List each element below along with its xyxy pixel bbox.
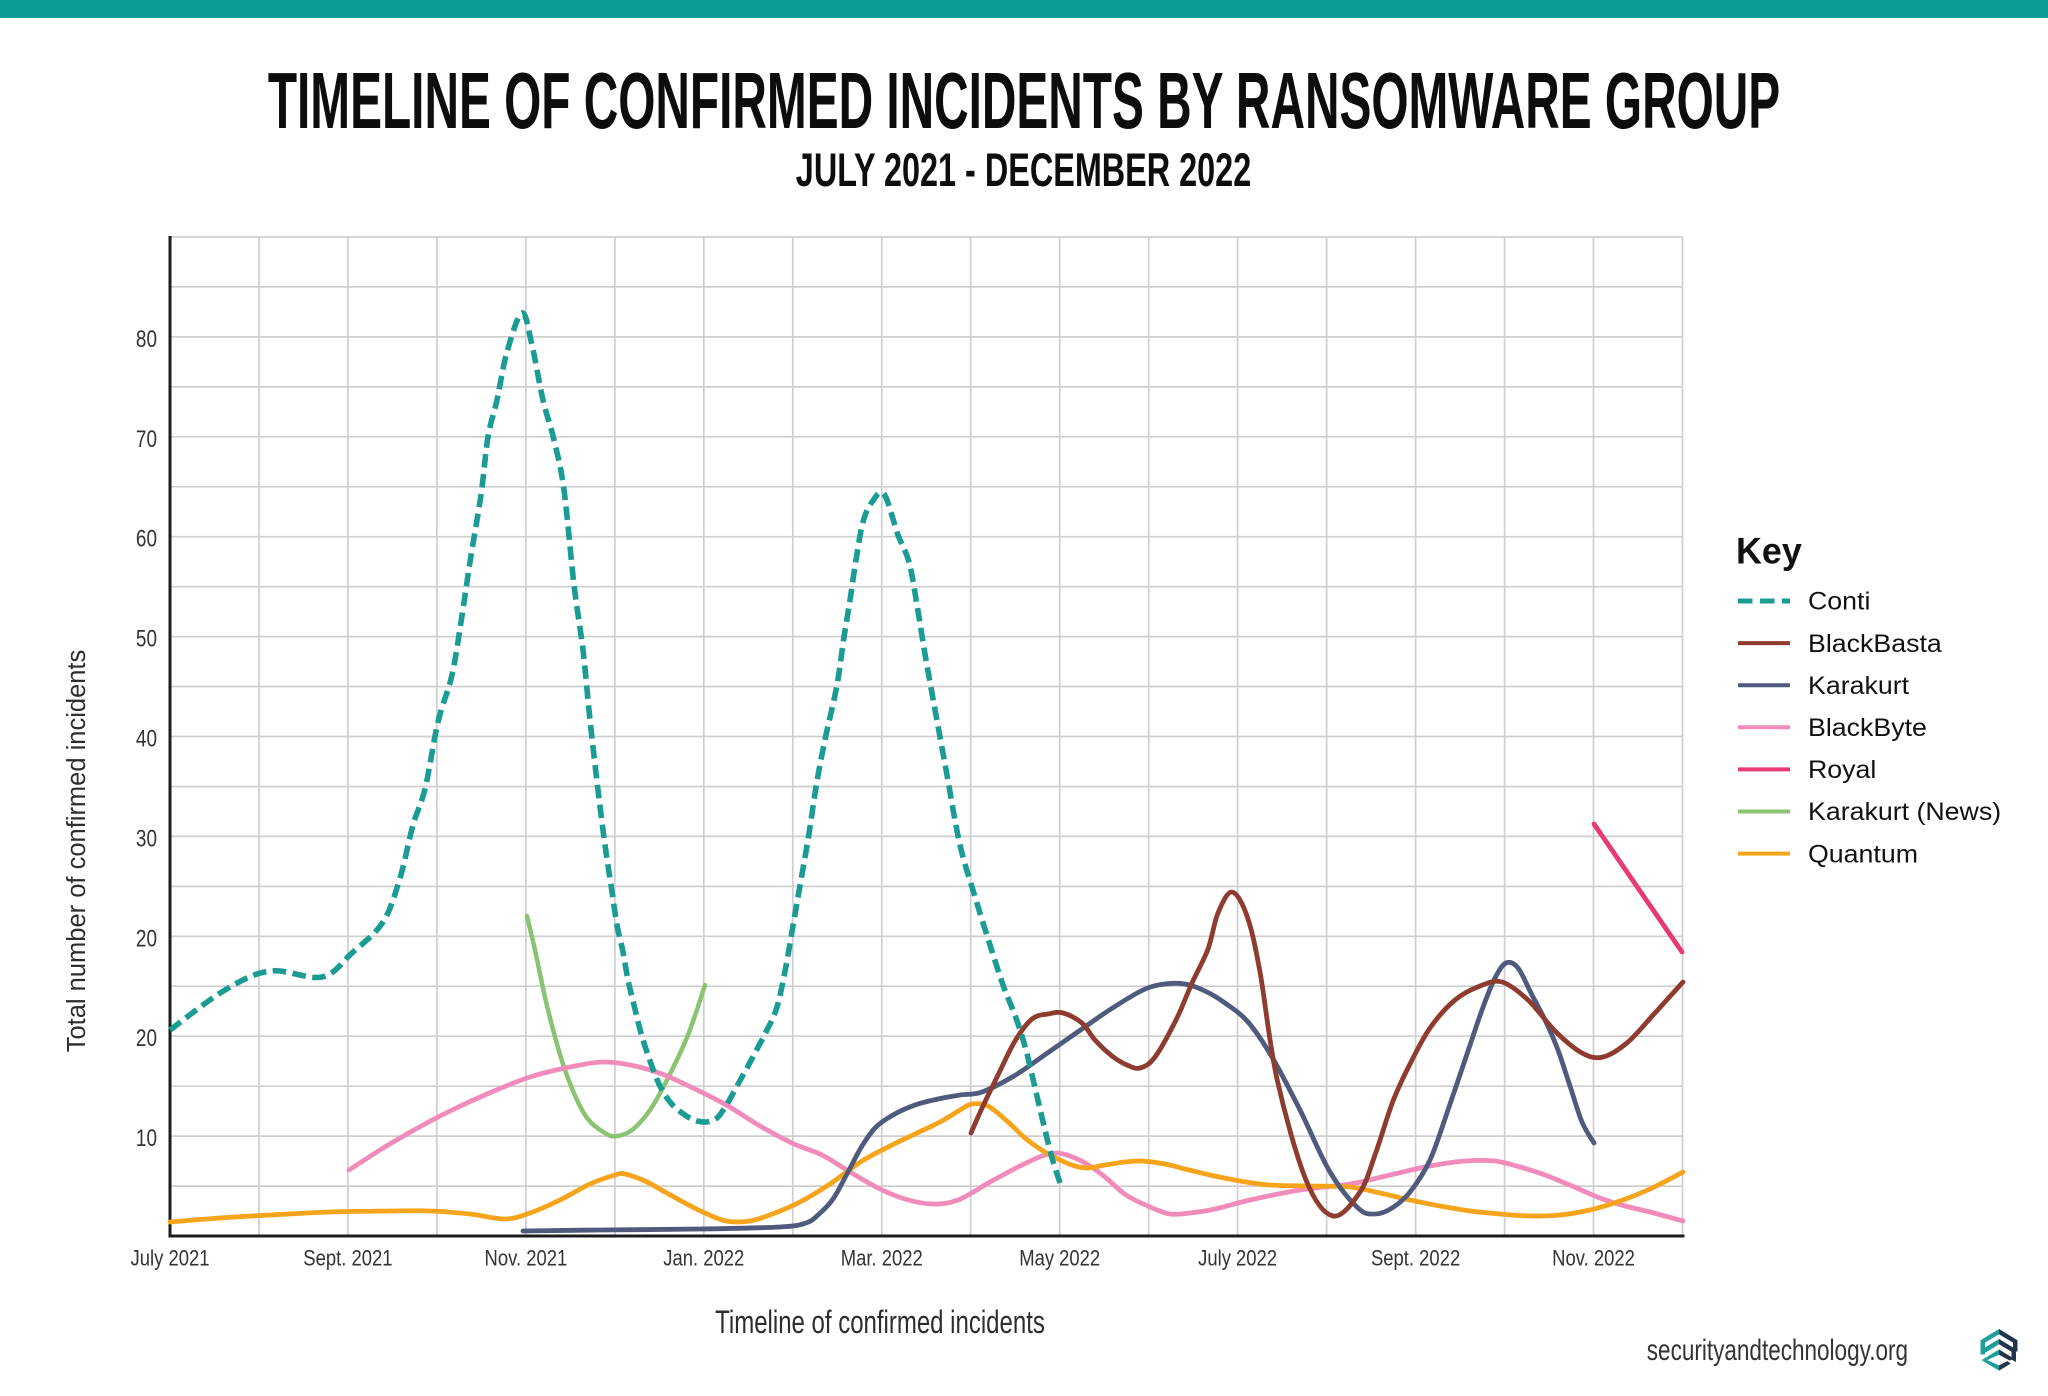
svg-text:July 2021: July 2021	[131, 1246, 210, 1271]
svg-text:Nov. 2022: Nov. 2022	[1552, 1246, 1635, 1271]
svg-text:40: 40	[136, 726, 157, 753]
svg-text:Royal: Royal	[1808, 757, 1876, 784]
svg-text:20: 20	[136, 925, 157, 952]
svg-text:Conti: Conti	[1808, 588, 1870, 615]
svg-text:70: 70	[136, 426, 157, 453]
svg-text:Timeline of confirmed incident: Timeline of confirmed incidents	[715, 1304, 1045, 1340]
svg-text:30: 30	[136, 825, 157, 852]
svg-text:May 2022: May 2022	[1019, 1246, 1100, 1271]
svg-text:Total number of confirmed inci: Total number of confirmed incidents	[63, 650, 91, 1053]
svg-text:Key: Key	[1736, 530, 1803, 572]
svg-text:JULY 2021 - DECEMBER 2022: JULY 2021 - DECEMBER 2022	[796, 143, 1251, 197]
svg-text:50: 50	[136, 626, 157, 653]
svg-text:Karakurt (News): Karakurt (News)	[1808, 799, 2001, 826]
svg-text:Mar. 2022: Mar. 2022	[841, 1246, 923, 1271]
svg-text:Quantum: Quantum	[1808, 841, 1918, 868]
svg-text:TIMELINE OF CONFIRMED INCIDENT: TIMELINE OF CONFIRMED INCIDENTS BY RANSO…	[268, 55, 1780, 145]
svg-text:securityandtechnology.org: securityandtechnology.org	[1647, 1333, 1908, 1367]
svg-text:Nov. 2021: Nov. 2021	[485, 1246, 568, 1271]
svg-text:BlackBasta: BlackBasta	[1808, 631, 1942, 658]
svg-text:60: 60	[136, 526, 157, 553]
svg-text:20: 20	[136, 1025, 157, 1052]
svg-text:80: 80	[136, 326, 157, 353]
svg-text:10: 10	[136, 1125, 157, 1152]
svg-text:Sept. 2021: Sept. 2021	[303, 1246, 392, 1271]
svg-text:Karakurt: Karakurt	[1808, 673, 1909, 700]
svg-text:July 2022: July 2022	[1198, 1246, 1277, 1271]
svg-text:Jan. 2022: Jan. 2022	[663, 1246, 744, 1271]
svg-text:Sept. 2022: Sept. 2022	[1371, 1246, 1460, 1271]
svg-text:BlackByte: BlackByte	[1808, 715, 1927, 742]
